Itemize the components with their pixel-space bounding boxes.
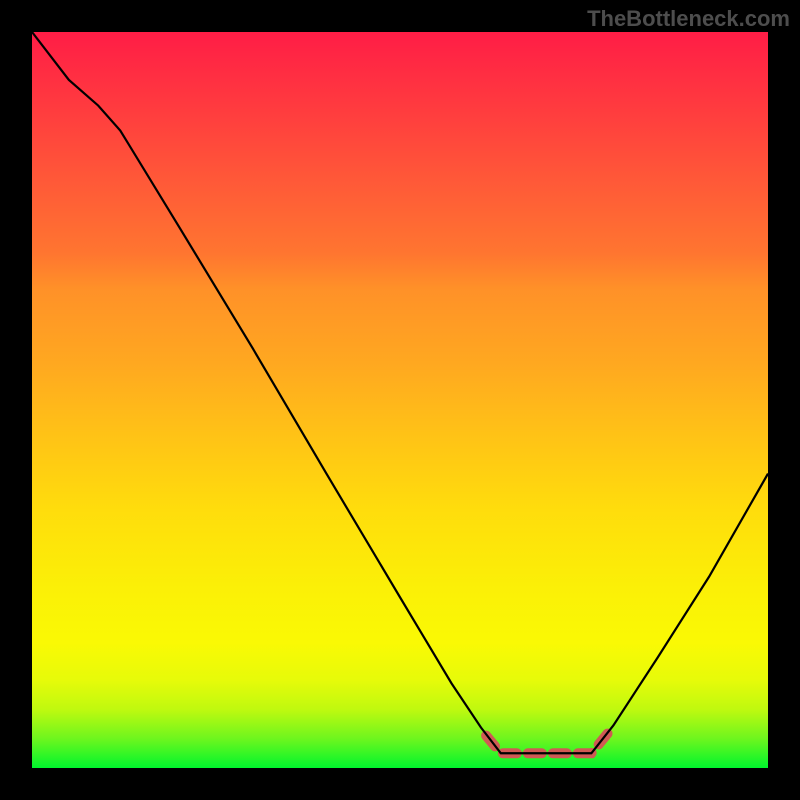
chart-container: TheBottleneck.com — [0, 0, 800, 800]
curve-svg — [32, 32, 768, 768]
plot-area — [32, 32, 768, 768]
watermark-text: TheBottleneck.com — [587, 6, 790, 32]
highlight-line — [486, 733, 608, 754]
main-curve — [32, 32, 768, 753]
